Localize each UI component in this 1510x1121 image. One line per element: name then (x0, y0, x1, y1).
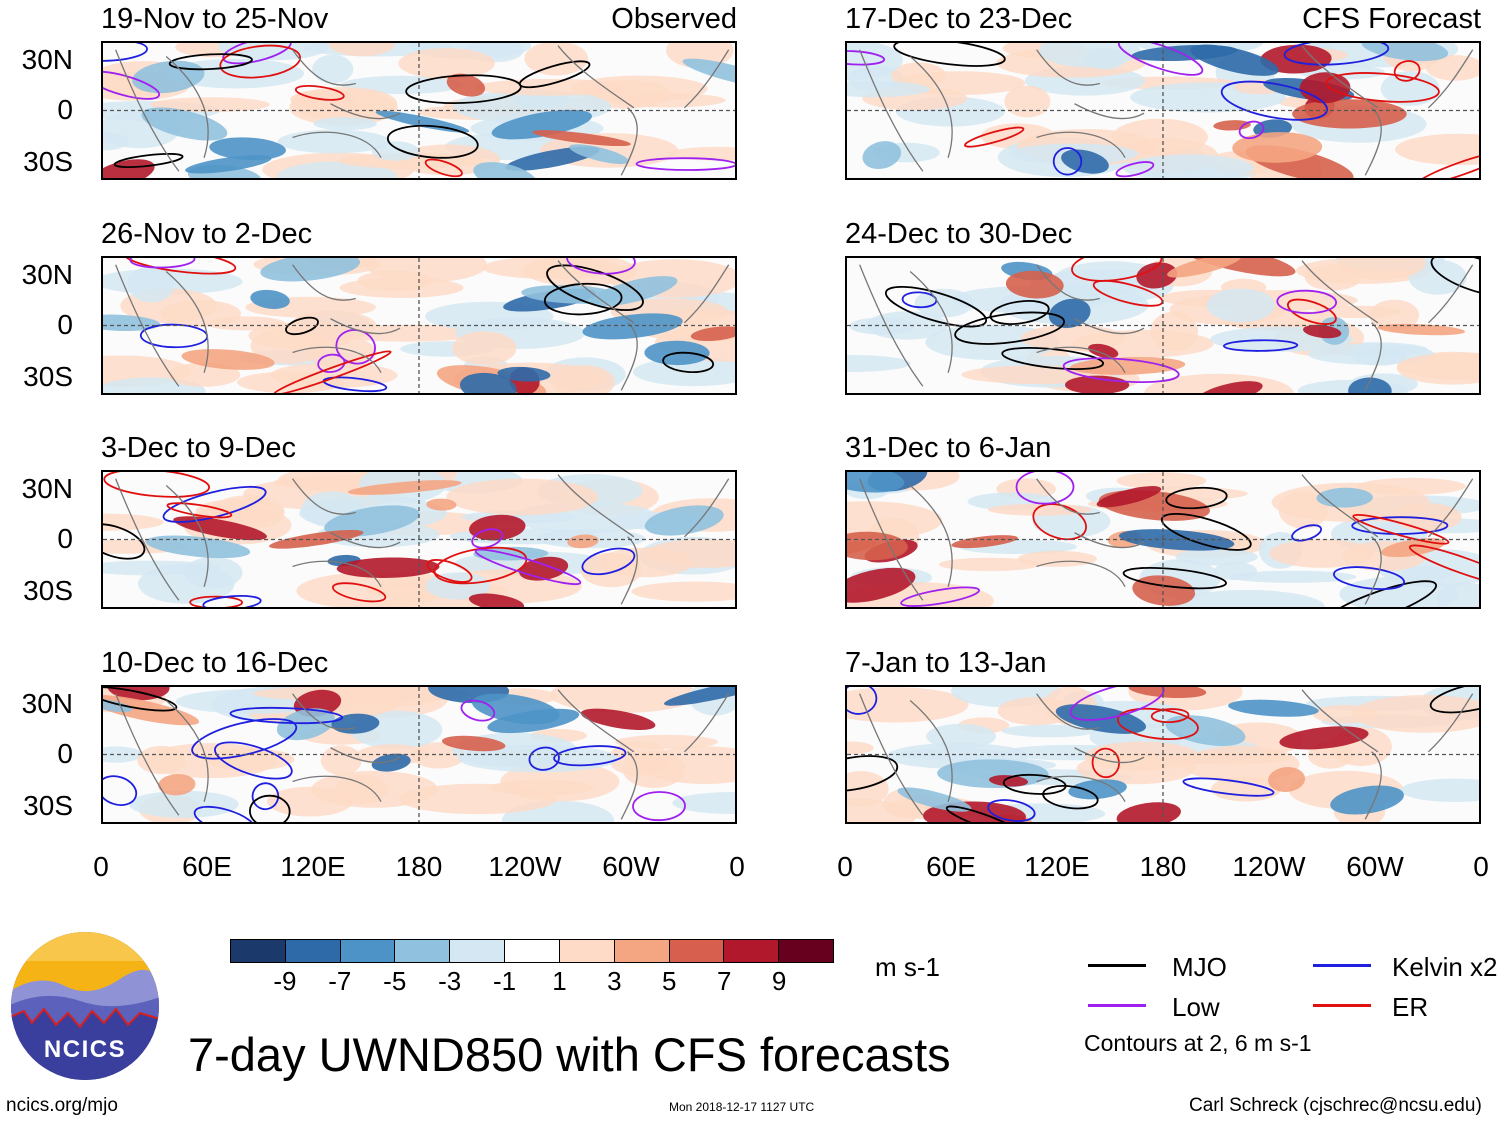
column-label-observed: Observed (611, 3, 737, 35)
lat-tick-label: 0 (57, 523, 73, 554)
colorbar-tick-label: -7 (328, 966, 352, 996)
panel-map (845, 41, 1481, 180)
lon-tick-label: 180 (395, 851, 443, 882)
colorbar (230, 939, 834, 963)
lon-tick-label: 180 (1139, 851, 1187, 882)
lon-tick-label: 120W (1232, 851, 1306, 882)
lon-tick-label: 60W (602, 851, 660, 882)
lon-tick-label: 60W (1346, 851, 1404, 882)
legend-label-kelvin: Kelvin x2 (1392, 952, 1498, 982)
lat-tick-label: 30N (21, 688, 73, 719)
colorbar-tick-label: 7 (716, 966, 732, 996)
lon-tick-label: 0 (729, 851, 745, 882)
lon-tick-label: 0 (1473, 851, 1489, 882)
lon-tick-label: 120E (280, 851, 346, 882)
colorbar-tick-label: -1 (492, 966, 517, 996)
panel-map (101, 685, 737, 824)
colorbar-swatch (340, 940, 396, 962)
colorbar-units: m s-1 (875, 952, 940, 982)
lon-tick-label: 120W (488, 851, 562, 882)
colorbar-tick-label: 5 (662, 966, 677, 996)
lon-tick-label: 0 (93, 851, 109, 882)
legend-swatch-low (1088, 1004, 1146, 1007)
lat-tick-label: 30N (21, 44, 73, 75)
panel-map (101, 256, 737, 395)
colorbar-swatch (285, 940, 341, 962)
panel-map (845, 685, 1481, 824)
colorbar-swatch (779, 940, 833, 962)
lat-tick-label: 30S (23, 361, 73, 392)
panel-title: 17-Dec to 23-Dec (845, 3, 1073, 35)
legend-swatch-kelvin (1313, 964, 1371, 967)
panel-map (101, 41, 737, 180)
lon-tick-label: 60E (926, 851, 976, 882)
lat-tick-label: 0 (57, 309, 73, 340)
legend-label-mjo: MJO (1172, 952, 1227, 982)
lat-tick-label: 0 (57, 94, 73, 125)
panel-map (845, 470, 1481, 609)
colorbar-swatch (450, 940, 506, 962)
contour-note: Contours at 2, 6 m s-1 (1084, 1030, 1312, 1056)
colorbar-tick-label: -3 (438, 966, 462, 996)
legend-swatch-er (1313, 1004, 1371, 1007)
lon-tick-label: 60E (182, 851, 232, 882)
panel-title: 3-Dec to 9-Dec (101, 432, 297, 464)
lat-tick-label: 30S (23, 790, 73, 821)
lat-tick-label: 30N (21, 259, 73, 290)
lat-tick-label: 30S (23, 575, 73, 606)
lon-tick-label: 120E (1024, 851, 1090, 882)
colorbar-tick-label: 9 (771, 966, 787, 996)
ncics-logo: NCICS (10, 931, 160, 1081)
panel-title: 19-Nov to 25-Nov (101, 3, 329, 35)
colorbar-swatch (231, 940, 286, 962)
lat-tick-label: 0 (57, 738, 73, 769)
colorbar-swatch (669, 940, 725, 962)
legend-swatch-mjo (1088, 964, 1146, 967)
column-label-forecast: CFS Forecast (1302, 3, 1481, 35)
panel-title: 7-Jan to 13-Jan (845, 647, 1047, 679)
panel-map (845, 256, 1481, 395)
panel-map (101, 470, 737, 609)
colorbar-tick-label: -9 (273, 966, 297, 996)
logo-text: NCICS (44, 1036, 126, 1063)
colorbar-swatch (505, 940, 560, 962)
panel-title: 10-Dec to 16-Dec (101, 647, 329, 679)
colorbar-tick-label: -5 (383, 966, 407, 996)
colorbar-swatch (395, 940, 451, 962)
colorbar-swatch (559, 940, 615, 962)
colorbar-swatch (724, 940, 780, 962)
chart-title: 7-day UWND850 with CFS forecasts (188, 1028, 951, 1081)
lon-tick-label: 0 (837, 851, 853, 882)
footer-url[interactable]: ncics.org/mjo (6, 1095, 118, 1116)
footer-timestamp: Mon 2018-12-17 1127 UTC (669, 1100, 815, 1114)
panel-title: 31-Dec to 6-Jan (845, 432, 1052, 464)
lat-tick-label: 30N (21, 473, 73, 504)
colorbar-tick-label: 1 (552, 966, 567, 996)
legend-label-low: Low (1172, 992, 1220, 1022)
panel-title: 24-Dec to 30-Dec (845, 218, 1073, 250)
colorbar-swatch (614, 940, 670, 962)
lat-tick-label: 30S (23, 146, 73, 177)
legend-label-er: ER (1392, 992, 1429, 1022)
footer-credit: Carl Schreck (cjschrec@ncsu.edu) (1189, 1095, 1482, 1116)
panel-title: 26-Nov to 2-Dec (101, 218, 313, 250)
colorbar-tick-label: 3 (607, 966, 622, 996)
